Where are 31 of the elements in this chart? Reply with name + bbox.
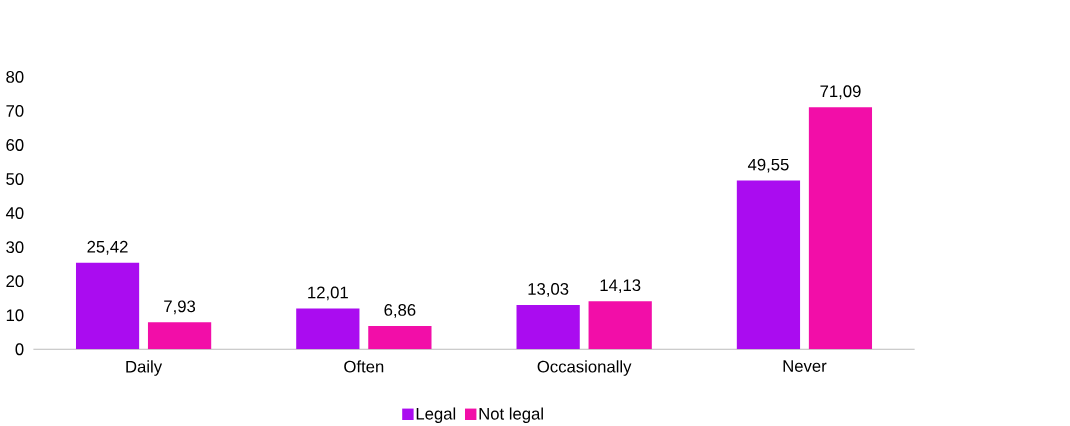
x-tick-label: Daily <box>126 360 163 377</box>
bar <box>147 322 212 350</box>
bar <box>736 180 801 350</box>
x-tick-label: Often <box>344 360 384 373</box>
data-label: 49,55 <box>747 158 789 173</box>
y-tick-label: 60 <box>6 139 24 152</box>
legend-label: Not legal <box>479 407 543 424</box>
bar <box>588 301 652 350</box>
bar <box>808 107 873 350</box>
data-label: 71,09 <box>820 85 861 100</box>
data-label: 13,03 <box>528 283 569 298</box>
legend-label: Legal <box>416 407 456 424</box>
bar <box>368 326 432 350</box>
data-label: 7,93 <box>164 300 196 315</box>
y-tick-label: 0 <box>15 343 24 356</box>
y-tick-label: 40 <box>5 207 24 220</box>
y-tick-label: 20 <box>6 275 24 288</box>
bar <box>75 262 140 350</box>
y-tick-label: 50 <box>6 173 24 186</box>
y-tick-label: 10 <box>6 309 24 322</box>
data-label: 25,42 <box>87 241 128 255</box>
bar <box>296 308 360 350</box>
y-tick-label: 80 <box>6 71 24 84</box>
bar <box>516 305 580 350</box>
data-label: 12,01 <box>308 286 348 301</box>
y-tick-label: 70 <box>6 105 24 118</box>
x-tick-label: Occasionally <box>537 360 632 377</box>
y-tick-label: 30 <box>6 241 24 254</box>
data-label: 6,86 <box>384 304 416 319</box>
x-tick-label: Never <box>783 360 827 373</box>
data-label: 14,13 <box>600 279 641 294</box>
